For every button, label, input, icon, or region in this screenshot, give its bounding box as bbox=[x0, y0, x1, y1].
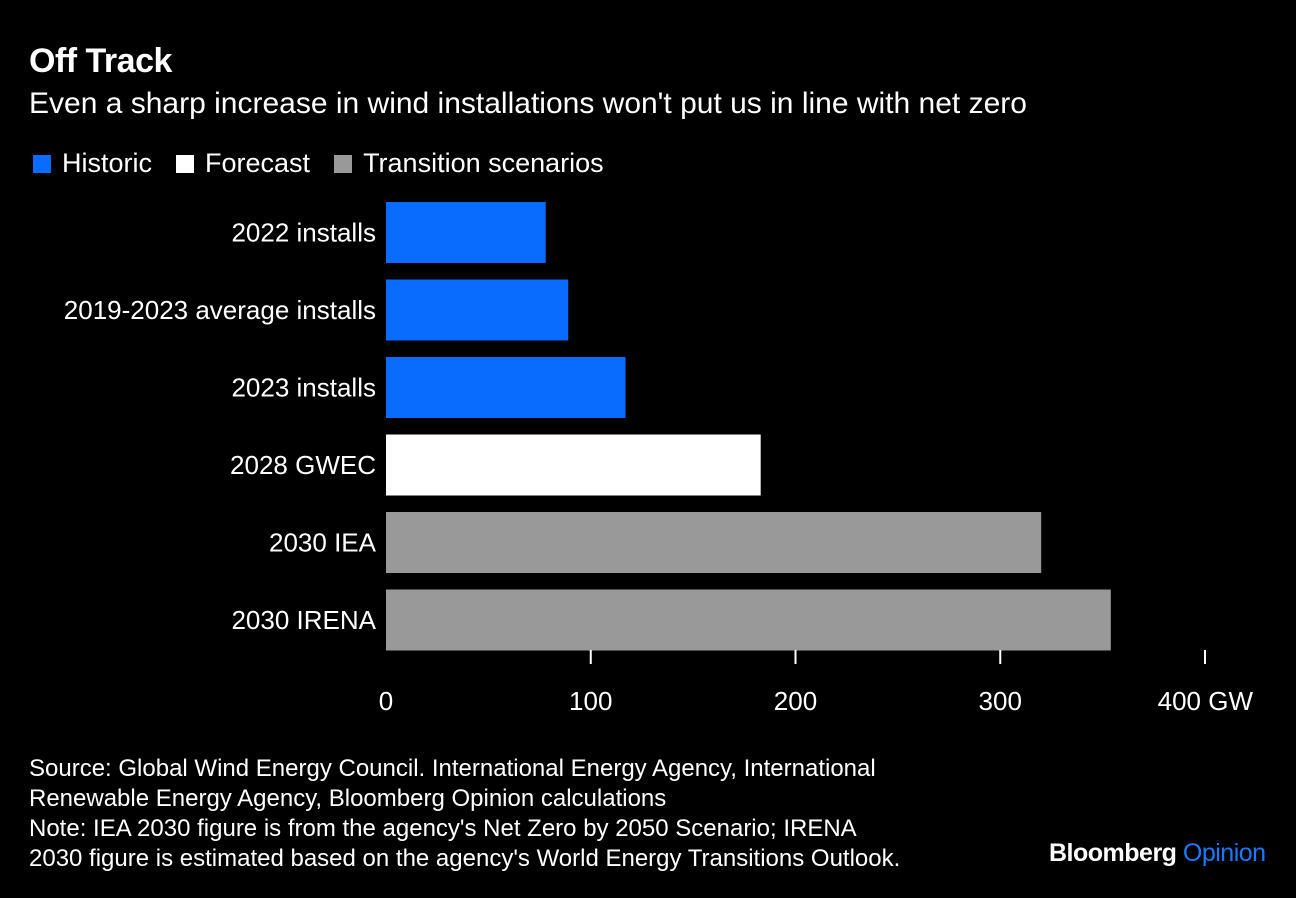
source-line-1: Source: Global Wind Energy Council. Inte… bbox=[29, 755, 876, 782]
legend-item-transition: Transition scenarios bbox=[334, 148, 604, 179]
legend-swatch-historic bbox=[33, 154, 51, 173]
category-label-0: 2022 installs bbox=[231, 218, 376, 248]
category-label-3: 2028 GWEC bbox=[230, 450, 376, 480]
source-line-2: Renewable Energy Agency, Bloomberg Opini… bbox=[29, 785, 667, 812]
bar-1 bbox=[386, 279, 569, 341]
bar-2 bbox=[386, 357, 626, 418]
x-tick-label-0: 0 bbox=[379, 686, 393, 716]
legend-swatch-transition bbox=[334, 154, 353, 173]
x-tick-label-1: 100 bbox=[569, 686, 612, 716]
category-label-4: 2030 IEA bbox=[269, 528, 377, 558]
category-label-5: 2030 IRENA bbox=[231, 605, 376, 635]
bar-3 bbox=[386, 434, 761, 496]
bar-5 bbox=[386, 589, 1111, 651]
brand-section: Opinion bbox=[1182, 839, 1266, 867]
legend-swatch-forecast bbox=[176, 154, 195, 173]
bloomberg-opinion-logo: Bloomberg Opinion bbox=[1049, 839, 1266, 868]
legend-item-forecast: Forecast bbox=[176, 148, 310, 179]
legend-label-historic: Historic bbox=[62, 148, 153, 178]
legend-item-historic: Historic bbox=[33, 148, 152, 179]
bar-4 bbox=[386, 512, 1042, 573]
x-tick-label-4: 400 GW bbox=[1158, 686, 1254, 716]
note-line-2: 2030 figure is estimated based on the ag… bbox=[29, 845, 901, 872]
bar-chart: 2022 installs 2019-2023 average installs 2… bbox=[64, 202, 1254, 716]
legend-label-transition: Transition scenarios bbox=[363, 148, 604, 178]
chart-subtitle: Even a sharp increase in wind installati… bbox=[29, 87, 1027, 120]
brand-name: Bloomberg bbox=[1049, 839, 1177, 867]
chart-title: Off Track bbox=[29, 42, 172, 80]
x-tick-label-2: 200 bbox=[774, 686, 817, 716]
category-label-1: 2019-2023 average installs bbox=[64, 295, 376, 325]
legend-label-forecast: Forecast bbox=[205, 148, 311, 178]
note-line-1: Note: IEA 2030 figure is from the agency… bbox=[29, 815, 857, 842]
x-tick-label-3: 300 bbox=[979, 686, 1022, 716]
footnotes: Source: Global Wind Energy Council. Inte… bbox=[29, 754, 1029, 874]
bar-0 bbox=[386, 202, 546, 263]
legend: Historic Forecast Transition scenarios bbox=[33, 148, 628, 179]
category-label-2: 2023 installs bbox=[231, 373, 376, 403]
